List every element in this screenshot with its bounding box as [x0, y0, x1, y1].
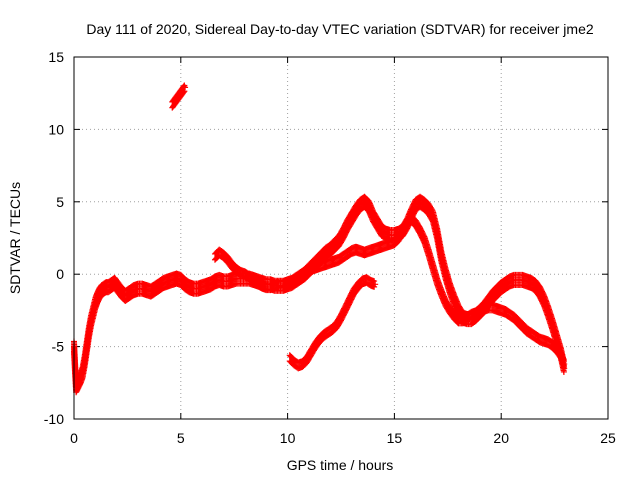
x-tick-label: 10 [280, 430, 296, 446]
y-tick-label: -10 [44, 411, 64, 427]
grid-lines [74, 57, 608, 419]
series-outlier-segment [169, 82, 189, 111]
x-tick-label: 20 [493, 430, 509, 446]
y-tick-label: 15 [48, 49, 64, 65]
x-tick-label: 5 [177, 430, 185, 446]
x-tick-label: 0 [70, 430, 78, 446]
series-isolated-arc [286, 274, 379, 372]
data-points [71, 82, 568, 396]
series-lower-band [211, 213, 568, 369]
chart-title: Day 111 of 2020, Sidereal Day-to-day VTE… [86, 21, 594, 37]
plot-frame [73, 56, 609, 420]
data-point [372, 281, 379, 288]
data-point [182, 84, 189, 91]
y-tick-label: -5 [52, 339, 65, 355]
data-point [371, 278, 378, 285]
data-point [429, 207, 436, 214]
y-axis-label: SDTVAR / TECUs [7, 182, 23, 294]
y-tick-label: 0 [56, 266, 64, 282]
x-tick-label: 15 [387, 430, 403, 446]
data-point [181, 88, 188, 95]
series-main-band [71, 193, 568, 396]
x-axis-label: GPS time / hours [287, 457, 394, 473]
data-point [561, 360, 568, 367]
y-tick-label: 5 [56, 194, 64, 210]
data-point [180, 89, 187, 96]
x-tick-label: 25 [600, 430, 616, 446]
y-tick-label: 10 [48, 121, 64, 137]
